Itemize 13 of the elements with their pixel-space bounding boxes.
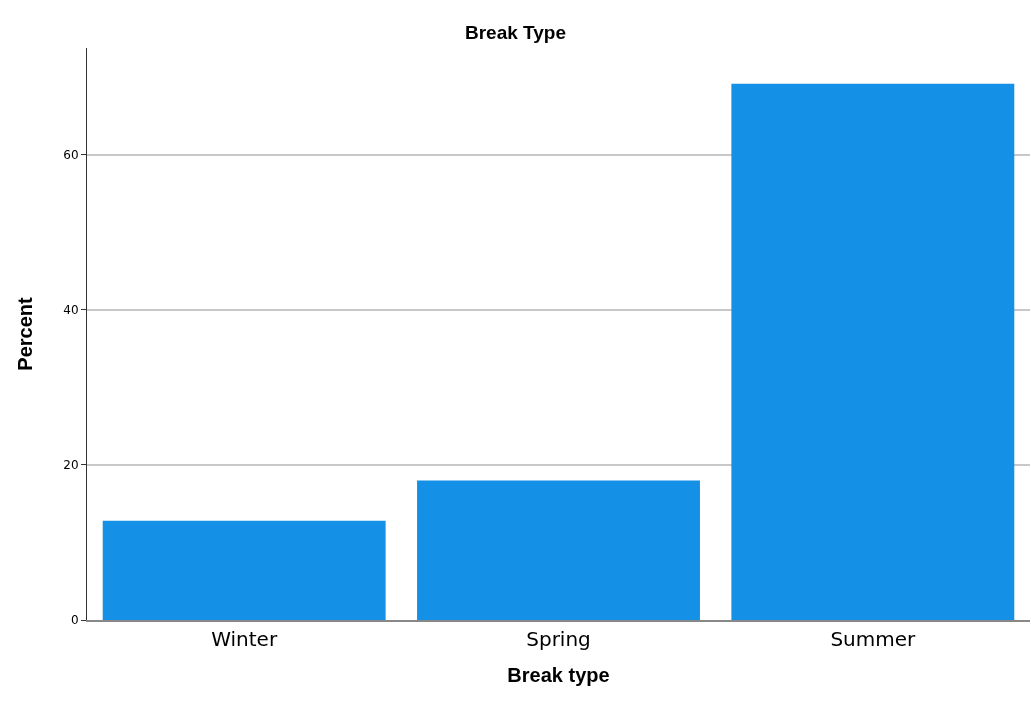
x-axis-title: Break type — [507, 664, 610, 686]
y-tick-label: 0 — [70, 613, 79, 628]
y-tick-label: 20 — [63, 458, 79, 473]
x-tick-label: Summer — [830, 627, 917, 651]
y-axis-title: Percent — [13, 296, 36, 371]
y-tick-label: 40 — [63, 303, 79, 318]
y-tick-label: 60 — [63, 148, 79, 163]
x-tick-label: Winter — [211, 627, 278, 651]
chart-title: Break Type — [464, 21, 567, 43]
bar — [731, 83, 1015, 620]
bar — [417, 480, 700, 620]
x-tick-label: Spring — [526, 627, 591, 651]
bar — [102, 520, 386, 620]
